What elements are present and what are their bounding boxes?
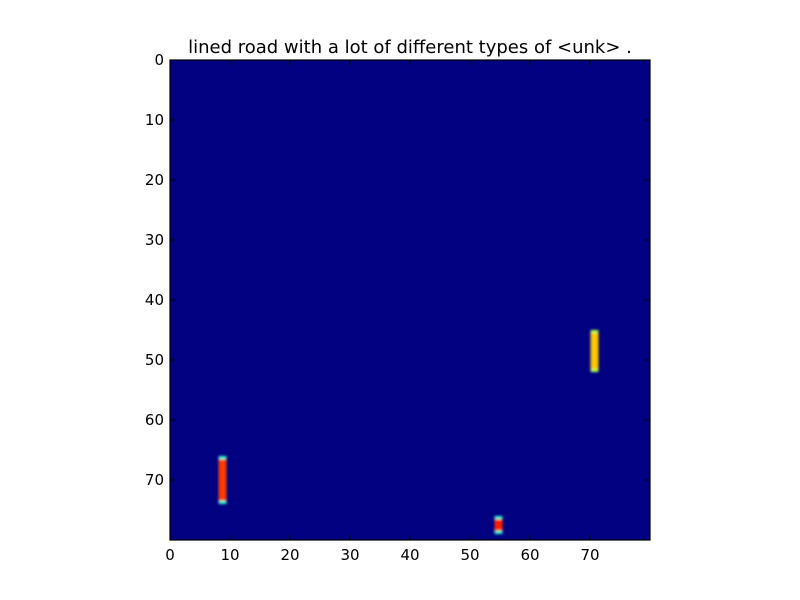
heatmap-hotspot-3 [494,516,503,534]
x-tick-label: 20 [280,546,299,564]
y-tick-label: 30 [145,231,164,249]
hotspot-core [218,459,227,501]
x-tick-label: 0 [165,546,175,564]
y-tick-label: 20 [145,171,164,189]
x-tick-label: 70 [580,546,599,564]
heatmap-hotspot-1 [218,456,227,504]
y-tick-label: 0 [154,51,164,69]
x-tick-label: 60 [520,546,539,564]
y-axis: 0 10 20 30 40 50 60 70 [145,51,650,489]
x-axis: 0 10 20 30 40 50 60 70 [165,60,600,564]
x-tick-label: 30 [340,546,359,564]
x-tick-label: 40 [400,546,419,564]
heatmap-plot [169,59,651,541]
y-tick-label: 50 [145,351,164,369]
chart-title: lined road with a lot of different types… [188,37,632,58]
x-tick-label: 10 [220,546,239,564]
heatmap-background [170,60,650,540]
y-tick-label: 70 [145,471,164,489]
hotspot-core [590,333,599,369]
hotspot-core [494,519,503,531]
y-tick-label: 40 [145,291,164,309]
y-tick-label: 60 [145,411,164,429]
y-tick-label: 10 [145,111,164,129]
x-tick-label: 50 [460,546,479,564]
heatmap-hotspot-2 [590,330,599,372]
